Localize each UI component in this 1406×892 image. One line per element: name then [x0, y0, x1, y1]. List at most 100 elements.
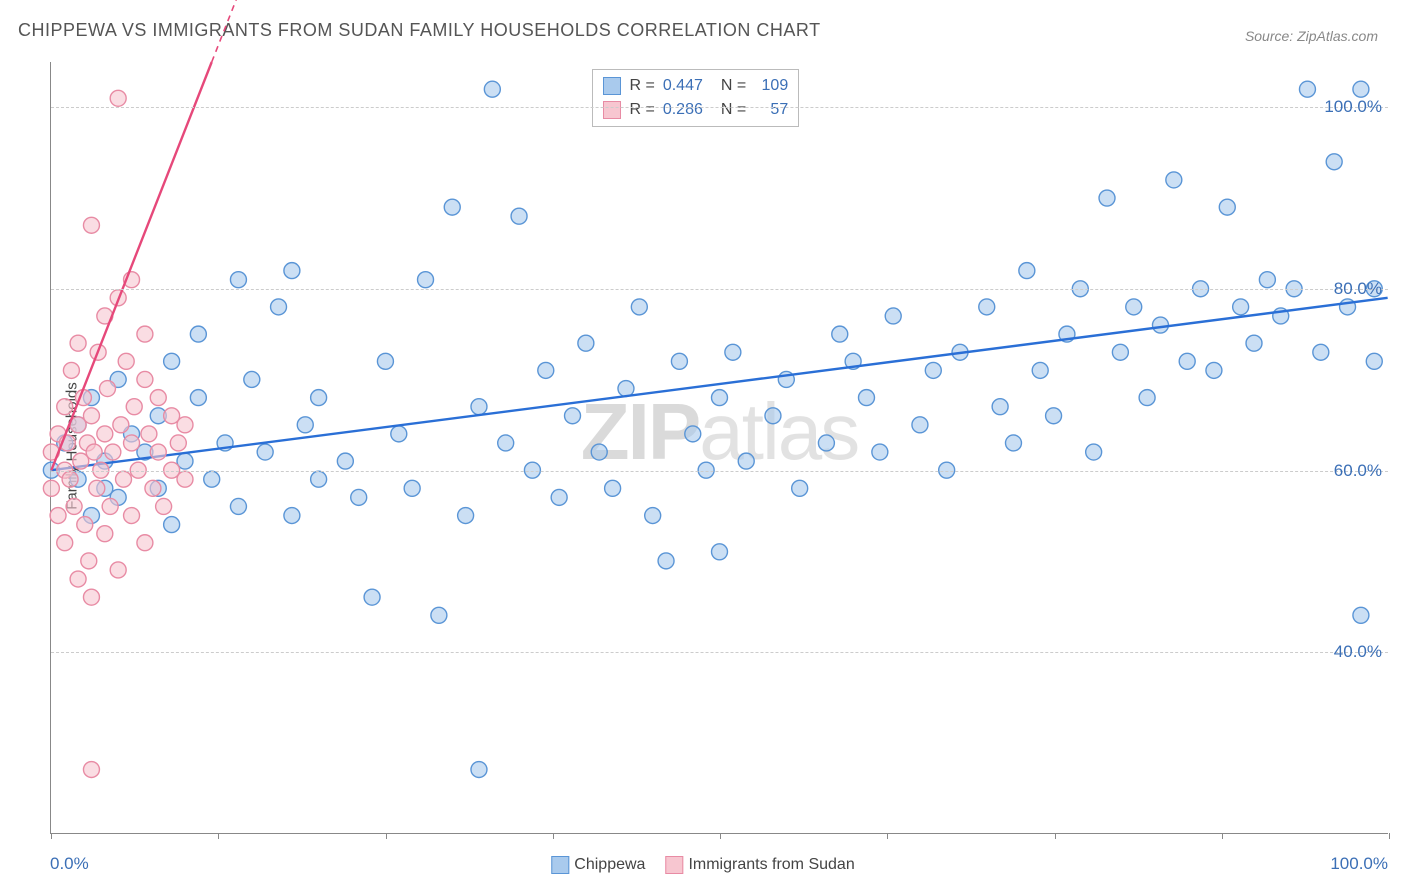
scatter-point: [712, 544, 728, 560]
scatter-point: [498, 435, 514, 451]
x-tick-mark: [1055, 833, 1056, 839]
scatter-point: [1152, 317, 1168, 333]
legend-swatch: [551, 856, 569, 874]
scatter-point: [124, 435, 140, 451]
scatter-point: [658, 553, 674, 569]
scatter-point: [311, 471, 327, 487]
scatter-point: [351, 489, 367, 505]
scatter-point: [591, 444, 607, 460]
chart-source: Source: ZipAtlas.com: [1245, 28, 1378, 44]
scatter-point: [364, 589, 380, 605]
scatter-point: [62, 471, 78, 487]
scatter-point: [1259, 272, 1275, 288]
stat-row: R =0.447N =109: [603, 74, 788, 98]
scatter-point: [137, 371, 153, 387]
scatter-point: [43, 480, 59, 496]
scatter-point: [872, 444, 888, 460]
scatter-point: [1005, 435, 1021, 451]
scatter-point: [511, 208, 527, 224]
scatter-point: [979, 299, 995, 315]
scatter-point: [685, 426, 701, 442]
scatter-point: [1032, 362, 1048, 378]
scatter-point: [70, 571, 86, 587]
scatter-point: [83, 217, 99, 233]
scatter-point: [471, 399, 487, 415]
scatter-point: [164, 517, 180, 533]
scatter-point: [1366, 353, 1382, 369]
scatter-point: [337, 453, 353, 469]
scatter-point: [177, 417, 193, 433]
scatter-point: [1179, 353, 1195, 369]
scatter-point: [97, 526, 113, 542]
scatter-point: [126, 399, 142, 415]
scatter-point: [1046, 408, 1062, 424]
x-tick-mark: [51, 833, 52, 839]
scatter-point: [63, 362, 79, 378]
y-tick-label: 100.0%: [1324, 97, 1382, 117]
scatter-point: [765, 408, 781, 424]
chart-title: CHIPPEWA VS IMMIGRANTS FROM SUDAN FAMILY…: [18, 20, 821, 41]
scatter-point: [145, 480, 161, 496]
scatter-point: [712, 390, 728, 406]
scatter-point: [1139, 390, 1155, 406]
scatter-point: [50, 508, 66, 524]
y-tick-label: 80.0%: [1334, 279, 1382, 299]
scatter-point: [81, 553, 97, 569]
gridline-h: [51, 107, 1388, 108]
scatter-point: [645, 508, 661, 524]
legend-swatch: [665, 856, 683, 874]
scatter-point: [156, 498, 172, 514]
scatter-point: [1313, 344, 1329, 360]
scatter-point: [391, 426, 407, 442]
scatter-point: [284, 263, 300, 279]
scatter-point: [284, 508, 300, 524]
scatter-point: [1019, 263, 1035, 279]
x-tick-mark: [1222, 833, 1223, 839]
scatter-point: [1353, 81, 1369, 97]
y-tick-label: 60.0%: [1334, 461, 1382, 481]
scatter-point: [110, 90, 126, 106]
scatter-point: [257, 444, 273, 460]
legend-swatch: [603, 77, 621, 95]
scatter-point: [605, 480, 621, 496]
scatter-point: [190, 326, 206, 342]
scatter-point: [57, 535, 73, 551]
scatter-point: [832, 326, 848, 342]
scatter-point: [150, 390, 166, 406]
scatter-point: [177, 471, 193, 487]
scatter-point: [311, 390, 327, 406]
legend-item: Chippewa: [551, 856, 645, 874]
y-tick-label: 40.0%: [1334, 642, 1382, 662]
scatter-point: [83, 762, 99, 778]
scatter-point: [100, 381, 116, 397]
scatter-point: [671, 353, 687, 369]
scatter-point: [97, 426, 113, 442]
stat-r-label: R =: [629, 98, 654, 122]
correlation-stat-box: R =0.447N =109R =0.286N =57: [592, 69, 799, 127]
scatter-point: [458, 508, 474, 524]
scatter-point: [102, 498, 118, 514]
scatter-point: [137, 326, 153, 342]
scatter-point: [297, 417, 313, 433]
gridline-h: [51, 289, 1388, 290]
legend-label: Chippewa: [574, 856, 645, 873]
stat-n-label: N =: [721, 98, 746, 122]
scatter-point: [86, 444, 102, 460]
stat-r-value: 0.447: [663, 74, 703, 98]
scatter-point: [150, 444, 166, 460]
scatter-point: [1233, 299, 1249, 315]
scatter-point: [57, 399, 73, 415]
correlation-chart: CHIPPEWA VS IMMIGRANTS FROM SUDAN FAMILY…: [0, 0, 1406, 892]
stat-n-value: 57: [754, 98, 788, 122]
scatter-point: [551, 489, 567, 505]
stat-row: R =0.286N =57: [603, 98, 788, 122]
legend-swatch: [603, 101, 621, 119]
scatter-point: [992, 399, 1008, 415]
scatter-point: [116, 471, 132, 487]
scatter-point: [404, 480, 420, 496]
x-tick-mark: [887, 833, 888, 839]
scatter-point: [105, 444, 121, 460]
scatter-point: [484, 81, 500, 97]
scatter-point: [170, 435, 186, 451]
x-tick-mark: [218, 833, 219, 839]
